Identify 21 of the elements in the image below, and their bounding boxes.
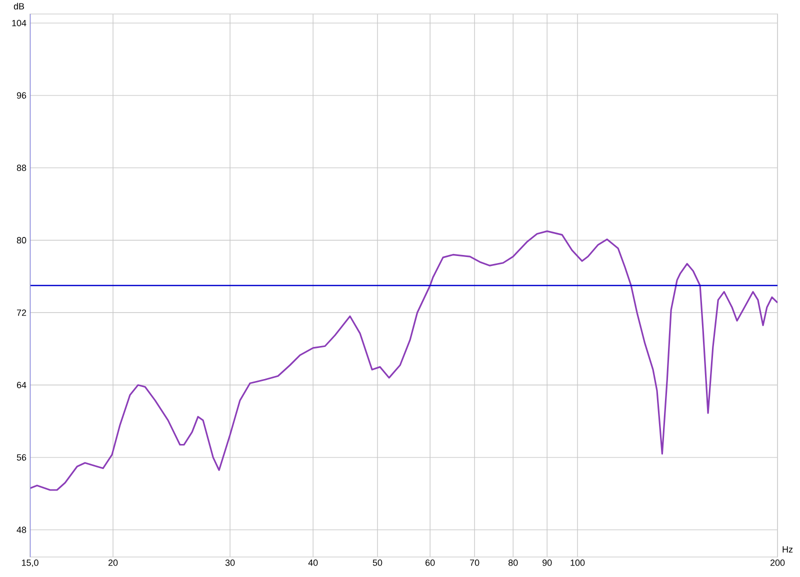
x-tick-label: 80 [508,560,518,566]
y-tick-label: 48 [16,526,26,534]
x-tick-label: 100 [570,560,585,566]
x-tick-label: 20 [108,560,118,566]
y-tick-label: 96 [16,92,26,99]
y-tick-label: 72 [16,310,26,316]
y-tick-label: 56 [16,454,26,461]
x-tick-label: 30 [225,560,235,566]
y-tick-label: 104 [12,20,26,26]
x-axis-title: Hz [782,546,793,552]
x-tick-label: 70 [470,560,480,566]
y-tick-label: 64 [16,382,26,388]
x-tick-label: 200 [770,560,785,566]
y-tick-label: 80 [16,237,26,244]
x-tick-label: 40 [308,560,318,566]
x-tick-label: 90 [542,560,552,566]
x-tick-label: 50 [372,560,382,566]
y-tick-label: 88 [16,164,26,172]
y-axis-title: dB [14,2,24,10]
x-tick-label: 15,0 [22,560,38,567]
x-tick-label: 60 [426,560,435,566]
